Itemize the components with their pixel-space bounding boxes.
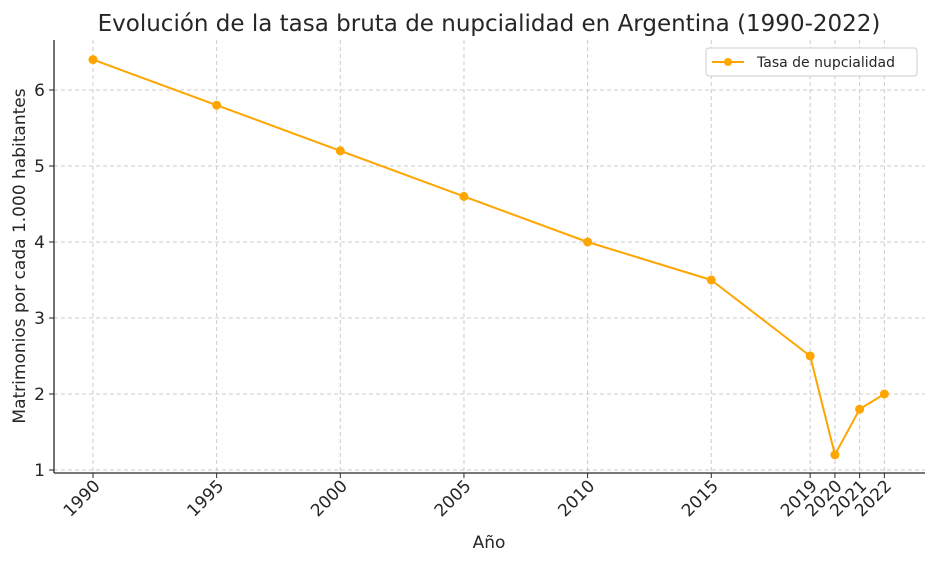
y-tick-label: 3 xyxy=(34,309,45,329)
data-point-marker xyxy=(706,275,716,285)
axes xyxy=(53,40,925,474)
data-point-marker xyxy=(879,389,889,399)
chart-title: Evolución de la tasa bruta de nupcialida… xyxy=(98,11,881,37)
data-point-marker xyxy=(583,237,593,247)
data-point-marker xyxy=(335,146,345,156)
series-line xyxy=(92,58,885,456)
legend-marker-icon xyxy=(724,58,732,66)
x-tick-label: 2010 xyxy=(554,476,599,521)
legend-frame xyxy=(705,47,918,77)
data-point-marker xyxy=(805,351,815,361)
y-tick-label: 4 xyxy=(34,233,45,253)
legend: Tasa de nupcialidad xyxy=(705,47,918,77)
data-point-marker xyxy=(88,55,98,65)
x-tick-label: 2015 xyxy=(678,476,723,521)
x-tick-label: 2000 xyxy=(307,476,352,521)
data-series xyxy=(88,55,889,460)
x-tick-label: 1990 xyxy=(60,476,105,521)
grid-lines xyxy=(54,40,925,473)
y-tick-label: 1 xyxy=(34,461,45,481)
x-tick-label: 1995 xyxy=(183,476,228,521)
y-axis-ticks: 1 2 3 4 5 6 xyxy=(34,81,54,481)
y-axis-label: Matrimonios por cada 1.000 habitantes xyxy=(10,88,30,423)
x-axis-label: Año xyxy=(473,533,506,553)
data-point-marker xyxy=(855,404,865,414)
data-point-marker xyxy=(459,191,469,201)
y-tick-label: 5 xyxy=(34,157,45,177)
x-tick-label: 2005 xyxy=(431,476,476,521)
legend-label: Tasa de nupcialidad xyxy=(756,55,895,71)
y-tick-label: 6 xyxy=(34,81,45,101)
data-point-marker xyxy=(830,450,840,460)
data-point-marker xyxy=(212,100,222,110)
y-tick-label: 2 xyxy=(34,385,45,405)
